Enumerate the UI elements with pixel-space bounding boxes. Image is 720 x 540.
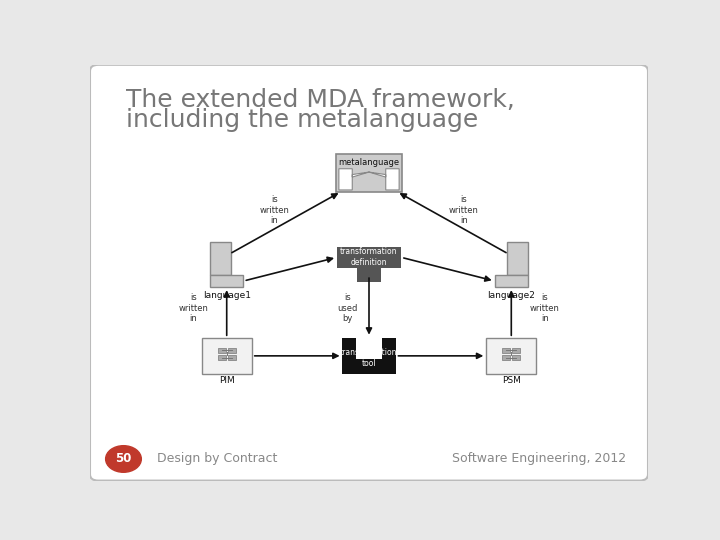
Bar [228,355,235,360]
Text: is
written
in: is written in [179,293,208,323]
Bar [503,348,510,353]
Bar [210,241,231,275]
Bar [337,246,401,268]
Polygon shape [343,338,395,374]
Text: metalanguage: metalanguage [338,158,400,167]
Bar [336,154,402,192]
Bar [507,241,528,275]
Text: transformation
definition: transformation definition [341,247,397,267]
Text: is
written
in: is written in [530,293,559,323]
Circle shape [106,446,141,472]
Text: language1: language1 [203,291,251,300]
Bar [217,348,225,353]
Text: PSM: PSM [502,376,521,386]
Text: language2: language2 [487,291,535,300]
Text: PIM: PIM [219,376,235,386]
Text: The extended MDA framework,: The extended MDA framework, [126,87,515,112]
Text: 50: 50 [115,453,132,465]
Text: Design by Contract: Design by Contract [157,453,277,465]
Text: Software Engineering, 2012: Software Engineering, 2012 [451,453,626,465]
Bar [513,355,521,360]
Bar [217,355,225,360]
FancyBboxPatch shape [90,65,648,481]
Bar [486,338,536,374]
Text: is
written
in: is written in [259,195,289,225]
Text: including the metalanguage: including the metalanguage [126,109,479,132]
Bar [495,275,528,287]
Polygon shape [339,168,399,190]
Text: is
used
by: is used by [338,293,358,323]
Bar [228,348,235,353]
Bar [503,355,510,360]
Bar [513,348,521,353]
Text: transformation
tool: transformation tool [341,348,397,368]
Text: is
written
in: is written in [449,195,479,225]
Bar [357,268,381,282]
Bar [202,338,252,374]
Bar [210,275,243,287]
